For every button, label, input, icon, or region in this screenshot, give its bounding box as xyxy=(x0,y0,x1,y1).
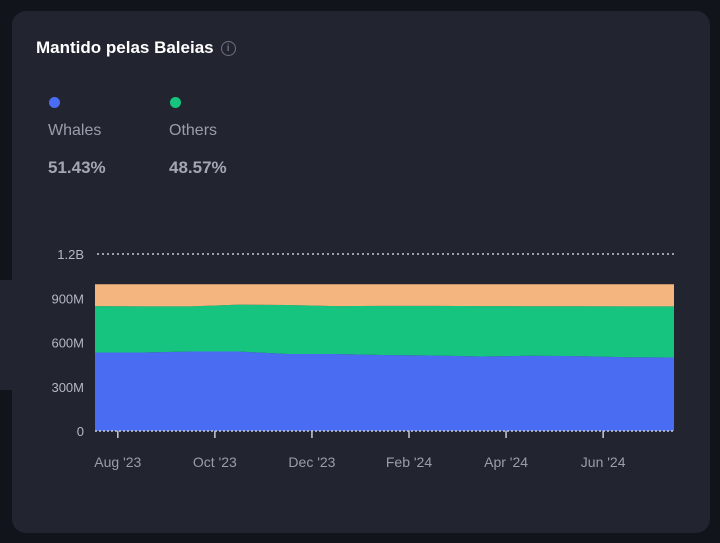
y-tick-label: 900M xyxy=(51,291,84,306)
area-others xyxy=(95,304,674,358)
card-title: Mantido pelas Baleias i xyxy=(36,38,236,58)
y-tick-label: 600M xyxy=(51,336,84,351)
legend-value: 48.57% xyxy=(169,158,227,177)
label-clip-mask xyxy=(0,280,48,390)
y-tick-label: 0 xyxy=(77,424,84,439)
x-tick-label: Dec '23 xyxy=(288,454,335,470)
legend-label: Others xyxy=(169,122,218,139)
legend-label: Whales xyxy=(48,122,102,139)
others-dot-icon xyxy=(170,97,181,108)
x-tick-label: Aug '23 xyxy=(94,454,141,470)
info-icon[interactable]: i xyxy=(220,40,236,56)
x-tick-label: Oct '23 xyxy=(193,454,237,470)
x-tick-label: Feb '24 xyxy=(386,454,432,470)
area-whales xyxy=(95,351,674,431)
y-tick-label: 300M xyxy=(51,380,84,395)
whales-holding-card xyxy=(12,11,710,533)
legend-value: 51.43% xyxy=(48,158,106,177)
x-tick-label: Jun '24 xyxy=(581,454,626,470)
legend-item-whales: Whales 51.43% xyxy=(48,97,106,178)
area-other-holders-top-band- xyxy=(95,284,674,307)
y-tick-label: 1.2B xyxy=(57,247,84,262)
x-tick-label: Apr '24 xyxy=(484,454,528,470)
card-title-text: Mantido pelas Baleias xyxy=(36,38,214,57)
whales-dot-icon xyxy=(49,97,60,108)
legend-item-others: Others 48.57% xyxy=(169,97,227,178)
